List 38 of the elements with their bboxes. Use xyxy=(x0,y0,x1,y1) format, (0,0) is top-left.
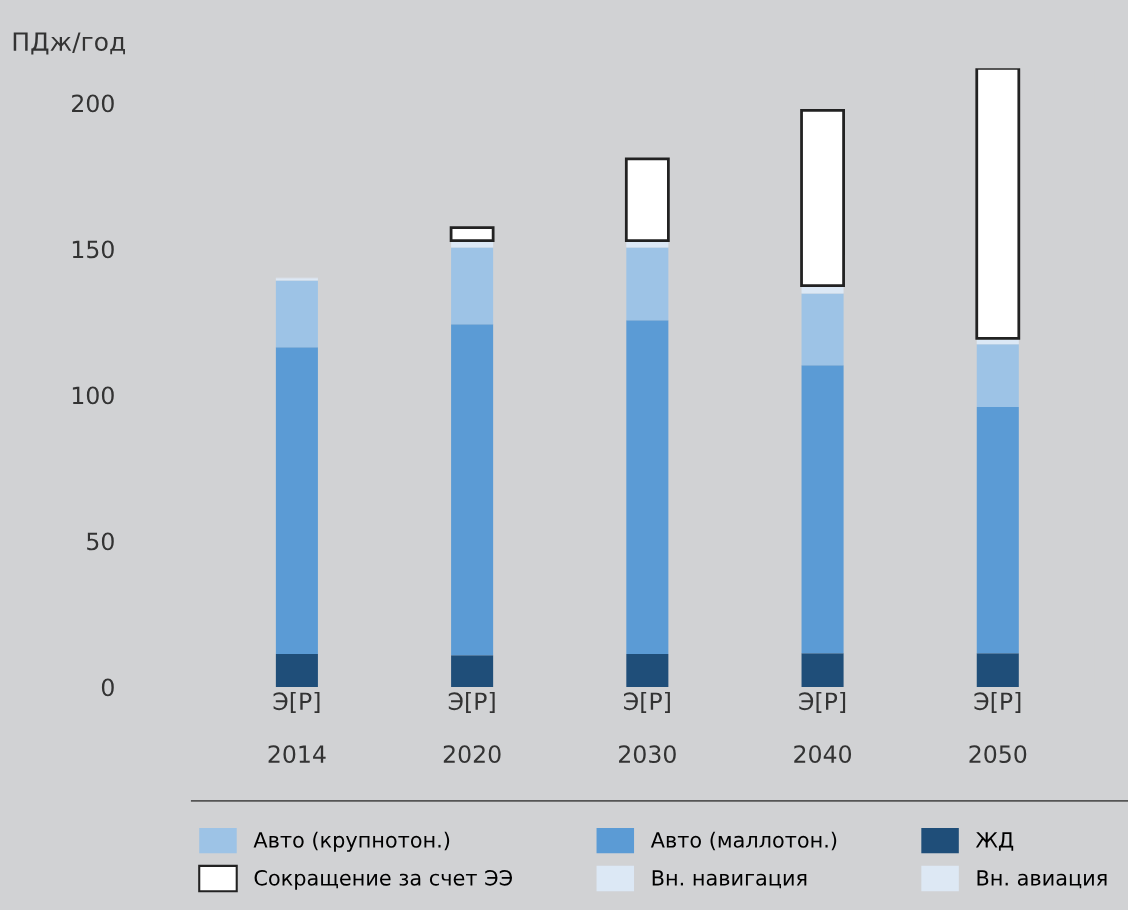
legend-label: Авто (крупнотон.) xyxy=(253,831,450,852)
legend-label: Авто (маллотон.) xyxy=(650,831,837,851)
legend-label: ЖД xyxy=(975,832,1014,851)
legend-label: Вн. навигация xyxy=(652,870,807,889)
legend-label: Вн. авиация xyxy=(977,870,1107,889)
y-tick-label: 100 xyxy=(72,386,114,405)
bar xyxy=(626,654,669,688)
bar xyxy=(275,280,318,348)
bar xyxy=(976,407,1019,654)
bar xyxy=(976,653,1019,688)
category-label: Э[Р] 2040 xyxy=(794,691,852,764)
bar xyxy=(801,365,844,654)
category-label: Э[Р] 2014 xyxy=(268,691,326,764)
y-tick-label: 150 xyxy=(72,240,114,259)
bar xyxy=(976,344,1019,407)
y-tick-label: 0 xyxy=(101,678,114,697)
bar xyxy=(626,320,669,655)
bar xyxy=(800,108,845,287)
category-label: Э[Р] 2030 xyxy=(619,691,676,764)
bar xyxy=(451,324,494,656)
category-label: Э[Р] 2050 xyxy=(969,691,1027,764)
bar xyxy=(801,293,844,366)
bar xyxy=(449,226,495,242)
category-label: Э[Р] 2020 xyxy=(443,691,501,764)
y-tick-label: 50 xyxy=(87,532,114,551)
bar xyxy=(275,347,318,655)
y-tick-label: 200 xyxy=(72,94,114,113)
bar xyxy=(624,157,670,242)
bar xyxy=(626,247,669,321)
bar xyxy=(451,241,494,248)
bar xyxy=(626,241,669,248)
bar xyxy=(801,653,844,688)
y-axis-title: ПДж/год xyxy=(13,32,125,55)
bar xyxy=(451,247,494,325)
bar xyxy=(975,68,1021,340)
legend-label: Сокращение за счет ЭЭ xyxy=(254,869,513,890)
bar xyxy=(275,654,318,688)
bar xyxy=(451,655,494,688)
